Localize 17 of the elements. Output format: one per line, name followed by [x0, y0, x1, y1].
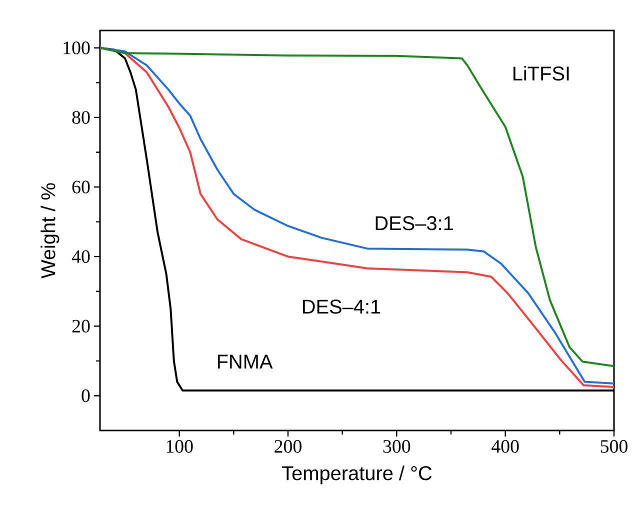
series-label: DES–3:1: [376, 216, 453, 230]
x-axis-title: Temperature / °C: [282, 466, 432, 484]
y-axis-title: Weight / %: [40, 183, 60, 278]
series-label: FNMA: [218, 354, 273, 368]
y-tick-label: 20: [72, 320, 90, 333]
y-tick-label: 0: [82, 389, 90, 402]
y-tick-label: 40: [72, 250, 90, 263]
x-tick-label: 400: [492, 440, 519, 453]
series-label: DES–4:1: [303, 300, 380, 314]
y-tick-label: 100: [64, 42, 90, 54]
series-label: LiTFSI: [514, 66, 569, 81]
y-tick-label: 80: [72, 111, 90, 124]
y-tick-label: 60: [72, 180, 90, 194]
x-tick-label: 300: [383, 440, 410, 453]
x-tick-label: 500: [600, 440, 628, 453]
x-tick-label: 200: [274, 440, 302, 453]
x-tick-label: 100: [166, 440, 193, 453]
